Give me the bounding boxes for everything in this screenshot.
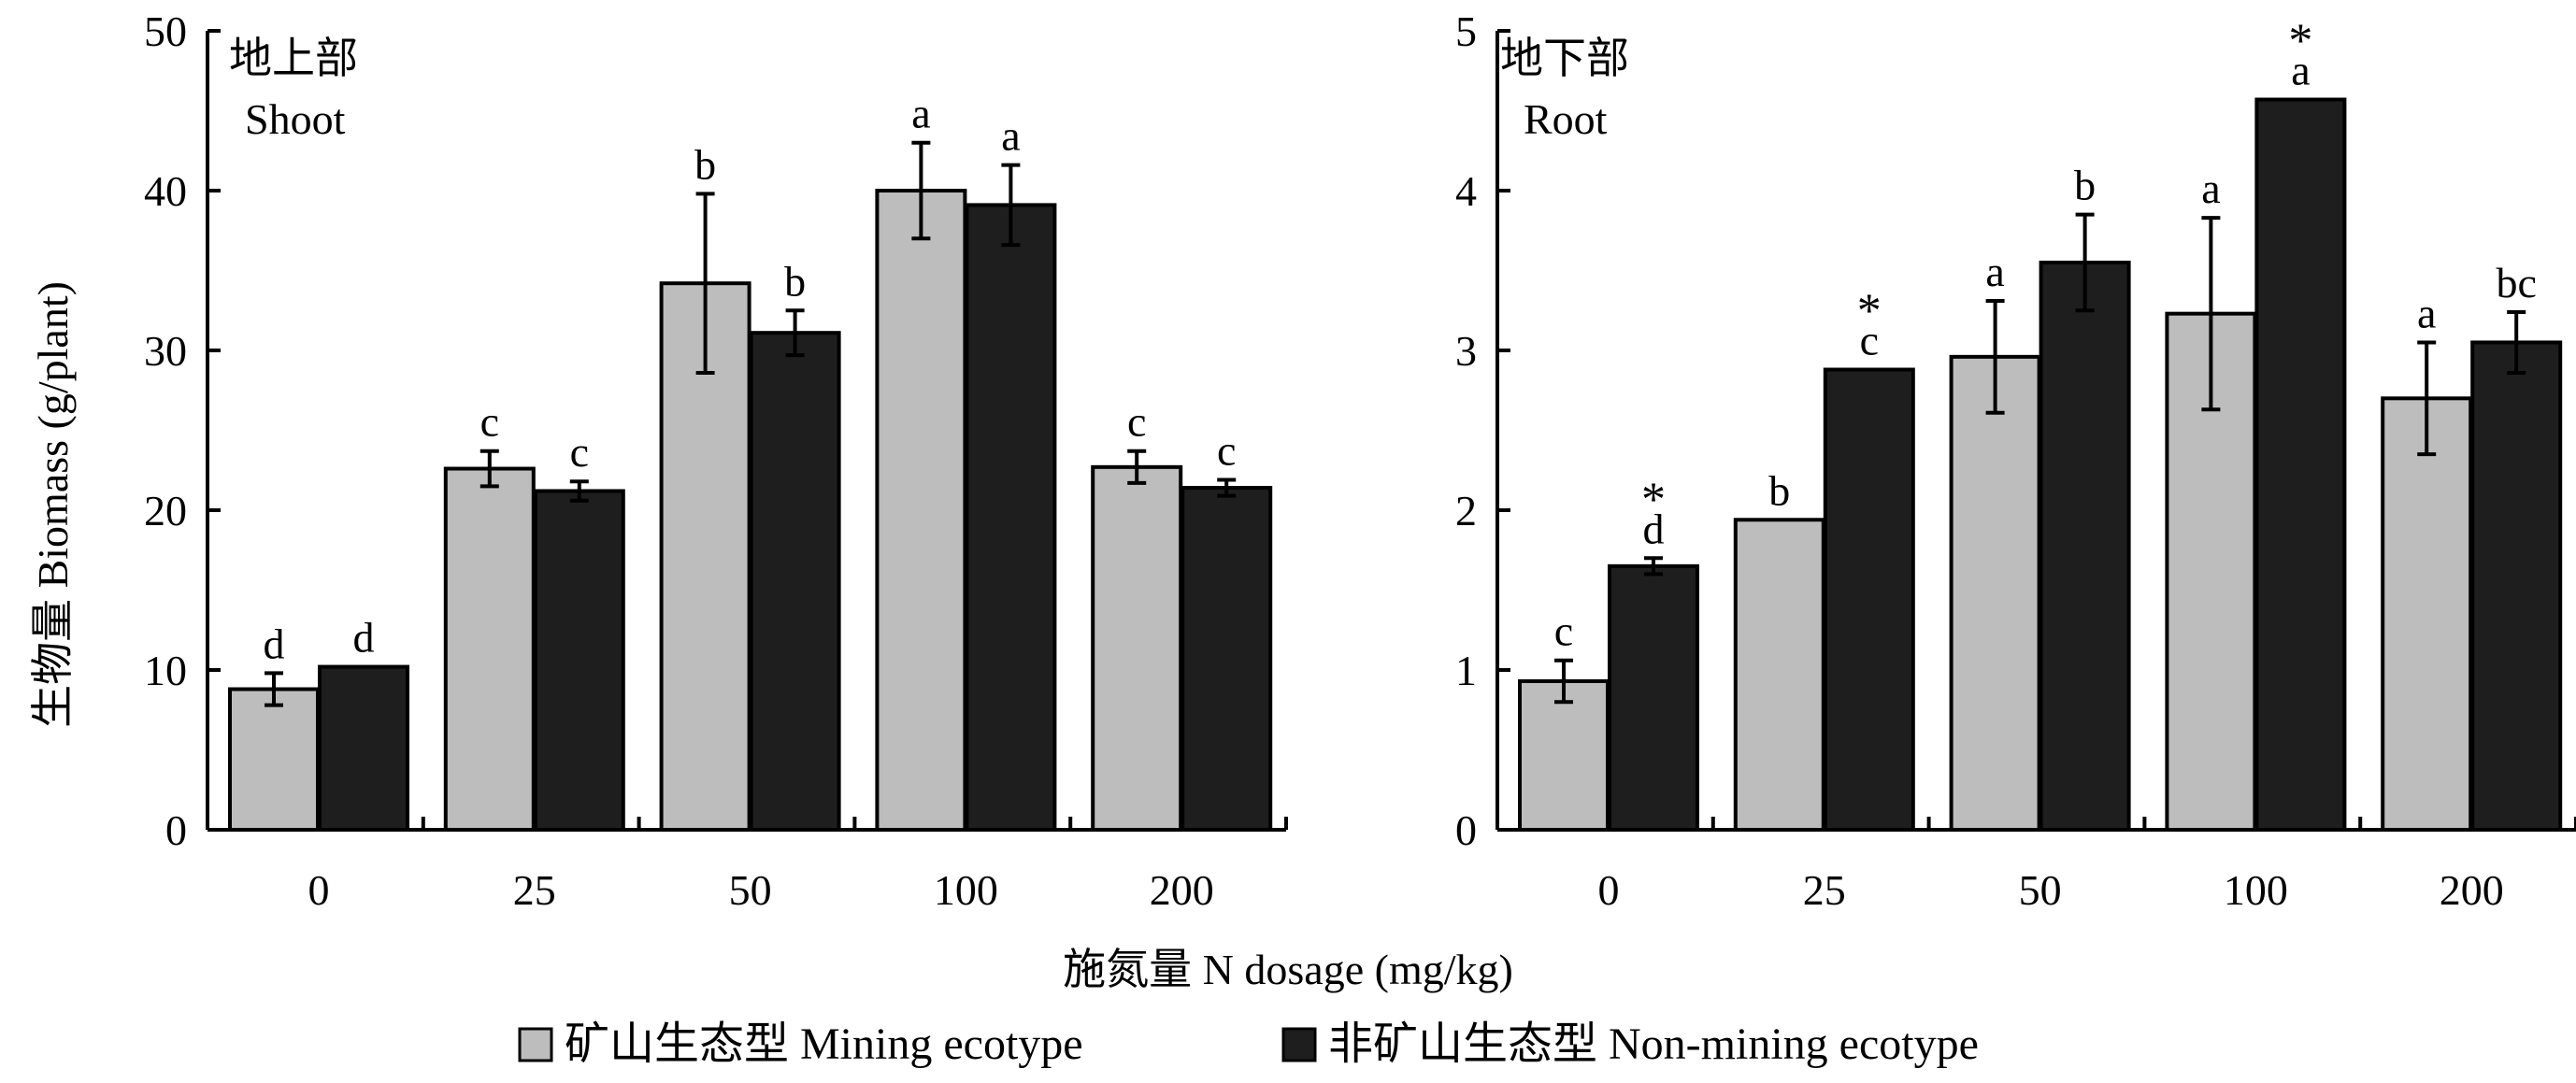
x-tick-label: 100 — [2224, 866, 2288, 914]
significance-label: c — [1860, 317, 1879, 364]
y-tick-label: 10 — [144, 647, 187, 694]
significance-label: c — [570, 428, 589, 476]
y-tick-label: 20 — [144, 487, 187, 534]
significance-label: d — [1643, 505, 1665, 552]
significance-label: a — [2291, 47, 2310, 94]
root-chart-title: 地下部 — [1500, 35, 1629, 82]
bar-non-mining — [1823, 367, 1915, 832]
legend-label-mining: 矿山生态型 Mining ecotype — [565, 1019, 1083, 1069]
x-tick-label: 200 — [2440, 866, 2504, 914]
bar-non-mining — [318, 664, 409, 833]
shoot-chart-subtitle: Shoot — [245, 95, 346, 143]
x-tick-label: 25 — [1803, 866, 1846, 914]
y-tick-label: 40 — [144, 167, 187, 215]
legend-swatch-mining — [518, 1027, 553, 1062]
y-axis-title: 生物量 Biomass (g/plant) — [29, 281, 77, 728]
bar-mining — [443, 466, 536, 832]
significance-label: b — [2074, 162, 2096, 209]
bar-non-mining — [2470, 340, 2563, 832]
y-tick-label: 50 — [144, 7, 187, 55]
root-chart-subtitle: Root — [1524, 95, 1608, 143]
bar-non-mining — [749, 331, 841, 832]
bar-mining — [1949, 354, 2041, 832]
y-tick-label: 0 — [165, 806, 187, 854]
y-tick-label: 3 — [1455, 327, 1477, 375]
x-tick-label: 200 — [1150, 866, 1214, 914]
significance-star: * — [1857, 285, 1882, 338]
bar-non-mining — [2039, 260, 2131, 832]
significance-label: b — [784, 257, 806, 305]
significance-label: a — [1985, 248, 2004, 295]
shoot-chart: 地上部 Shoot 生物量 Biomass (g/plant) 0 10 20 30 4… — [29, 7, 1288, 914]
x-axis-title: 施氮量 N dosage (mg/kg) — [1063, 946, 1513, 993]
significance-label: a — [2201, 164, 2220, 212]
significance-label: c — [1127, 398, 1146, 446]
significance-label: d — [353, 614, 375, 662]
bar-non-mining — [1608, 563, 1699, 832]
bar-non-mining — [2254, 97, 2347, 832]
y-tick-label: 30 — [144, 327, 187, 375]
bar-mining — [875, 189, 967, 832]
significance-label: c — [1217, 427, 1236, 475]
significance-label: b — [1768, 466, 1790, 514]
bar-mining — [1733, 518, 1825, 832]
significance-label: c — [1554, 607, 1573, 655]
legend-label-non-mining: 非矿山生态型 Non-mining ecotype — [1328, 1019, 1979, 1069]
bar-non-mining — [1181, 486, 1273, 832]
y-tick-label: 1 — [1455, 647, 1477, 694]
x-tick-label: 50 — [729, 866, 772, 914]
x-tick-label: 50 — [2019, 866, 2062, 914]
bar-mining — [228, 687, 320, 833]
significance-label: d — [264, 620, 285, 667]
legend: 矿山生态型 Mining ecotype 非矿山生态型 Non-mining e… — [518, 1019, 1979, 1069]
significance-star: * — [2288, 15, 2312, 68]
significance-label: bc — [2496, 259, 2536, 306]
x-tick-label: 0 — [308, 866, 330, 914]
significance-label: a — [911, 90, 930, 137]
legend-swatch-non-mining — [1281, 1027, 1317, 1062]
y-tick-label: 2 — [1455, 487, 1477, 534]
y-tick-label: 5 — [1455, 7, 1477, 55]
shoot-chart-title: 地上部 — [229, 35, 358, 82]
y-tick-label: 4 — [1455, 167, 1477, 215]
significance-label: b — [694, 140, 716, 188]
x-tick-label: 25 — [513, 866, 556, 914]
significance-label: a — [1001, 112, 1020, 160]
bar-non-mining — [533, 489, 625, 832]
x-tick-label: 0 — [1598, 866, 1620, 914]
y-tick-label: 0 — [1455, 806, 1477, 854]
significance-label: c — [480, 398, 499, 446]
bar-mining — [1091, 464, 1183, 832]
x-tick-label: 100 — [934, 866, 998, 914]
bar-non-mining — [965, 203, 1057, 832]
significance-star: * — [1641, 473, 1666, 526]
bar-mining — [2381, 396, 2473, 832]
significance-label: a — [2417, 289, 2436, 336]
